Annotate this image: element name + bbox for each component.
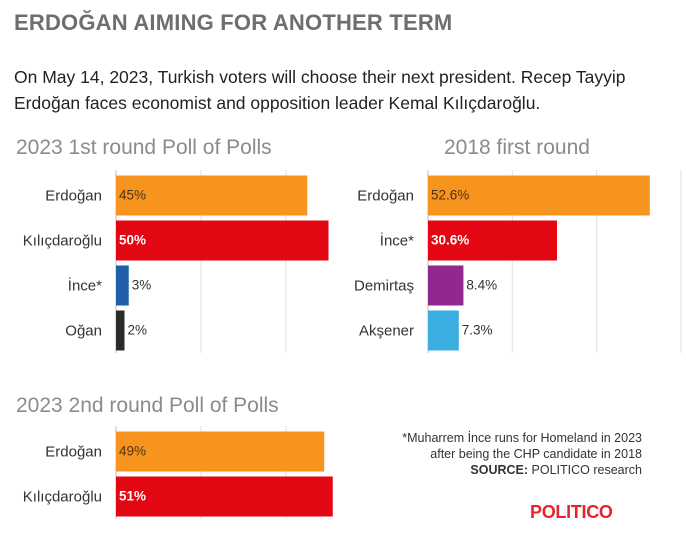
category-label: Akşener — [359, 323, 414, 340]
category-label: Demirtaş — [354, 278, 414, 295]
data-label: 45% — [119, 188, 146, 203]
data-label: 2% — [128, 323, 148, 338]
data-label: 49% — [119, 444, 146, 459]
data-label: 50% — [119, 233, 146, 248]
data-label: 3% — [132, 278, 152, 293]
chart-1-title: 2023 1st round Poll of Polls — [16, 136, 272, 159]
footnote-line-2: after being the CHP candidate in 2018 — [430, 447, 642, 461]
bar — [428, 220, 558, 261]
footnote: *Muharrem İnce runs for Homeland in 2023… — [402, 430, 642, 478]
bar — [116, 431, 325, 472]
chart-1st-round-2023: Erdoğan 45% Kılıçdaroğlu 50% İnce* 3% Oğan 2% — [23, 170, 329, 353]
category-label: Erdoğan — [45, 188, 102, 205]
data-label: 8.4% — [466, 278, 497, 293]
source-line: SOURCE: POLITICO research — [402, 462, 642, 478]
chart-3-title: 2023 2nd round Poll of Polls — [16, 394, 279, 417]
bar — [116, 265, 129, 306]
bar — [428, 310, 459, 351]
bar — [116, 476, 333, 517]
category-label: Kılıçdaroğlu — [23, 489, 102, 506]
bar — [116, 220, 329, 261]
category-label: Erdoğan — [45, 444, 102, 461]
chart-2018-first-round: Erdoğan 52.6% İnce* 30.6% Demirtaş 8.4% Akşene… — [354, 170, 682, 353]
page-title: ERDOĞAN AIMING FOR ANOTHER TERM — [14, 10, 453, 35]
data-label: 30.6% — [431, 233, 469, 248]
chart-2nd-round-2023: Erdoğan 49% Kılıçdaroğlu 51% — [23, 426, 333, 519]
category-label: Kılıçdaroğlu — [23, 233, 102, 250]
source-label: SOURCE: — [470, 463, 529, 477]
data-label: 52.6% — [431, 188, 469, 203]
bar — [116, 310, 125, 351]
category-label: Oğan — [65, 323, 102, 340]
bar — [116, 175, 308, 216]
data-label: 7.3% — [462, 323, 493, 338]
category-label: İnce* — [68, 277, 102, 295]
footnote-line-1: *Muharrem İnce runs for Homeland in 2023 — [402, 431, 642, 445]
category-label: İnce* — [380, 232, 414, 250]
category-label: Erdoğan — [357, 188, 414, 205]
bar — [428, 175, 650, 216]
politico-logo: POLITICO — [530, 502, 613, 522]
source-text: POLITICO research — [531, 463, 642, 477]
chart-2-title: 2018 first round — [444, 136, 590, 159]
data-label: 51% — [119, 489, 146, 504]
page-subtitle: On May 14, 2023, Turkish voters will cho… — [14, 67, 626, 113]
bar — [428, 265, 464, 306]
